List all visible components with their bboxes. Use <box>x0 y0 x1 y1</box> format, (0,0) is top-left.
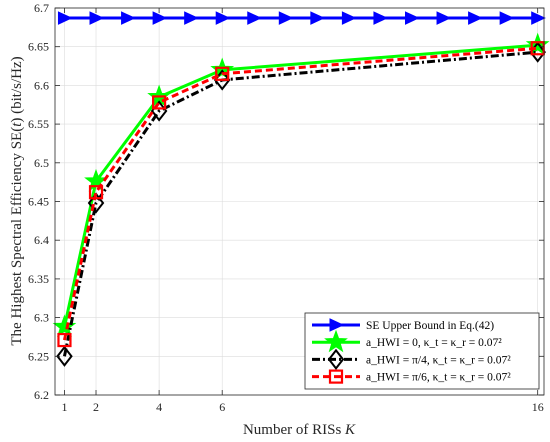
series-line <box>62 46 538 341</box>
y-axis-label: The Highest Spectral Efficiency SE(t) (b… <box>9 56 25 345</box>
y-tick-label: 6.7 <box>34 1 49 15</box>
series-layer <box>52 11 550 367</box>
y-tick-label: 6.3 <box>34 311 49 325</box>
data-point <box>215 11 231 25</box>
data-point <box>88 185 104 200</box>
legend-marker <box>328 369 344 384</box>
y-tick-label: 6.45 <box>28 195 49 209</box>
x-tick-label: 2 <box>93 400 99 414</box>
data-point <box>468 11 483 25</box>
y-tick-label: 6.65 <box>28 40 49 54</box>
x-tick-label: 6 <box>219 400 225 414</box>
data-point <box>87 192 105 214</box>
series-3 <box>57 41 545 348</box>
data-point <box>247 11 262 25</box>
legend-label: SE Upper Bound in Eq.(42) <box>366 320 494 332</box>
data-point <box>121 11 136 25</box>
data-point <box>499 11 515 25</box>
x-axis-label: Number of RISs K <box>243 422 356 438</box>
legend-marker <box>327 348 345 371</box>
x-tick-label: 1 <box>61 400 67 414</box>
data-point <box>184 11 199 25</box>
y-tick-label: 6.35 <box>28 272 49 286</box>
ticks: 1 2 4 6 16 6.2 6.25 6.3 6.35 6.4 6.45 6.5 6.55 6.6 6.6… <box>28 1 544 414</box>
data-point <box>531 11 546 25</box>
y-tick-label: 6.4 <box>34 233 49 247</box>
legend-marker <box>324 329 348 353</box>
legend: SE Upper Bound in Eq.(42) a_HWI = 0, κ_t … <box>304 312 540 390</box>
series-line <box>62 50 538 357</box>
y-tick-label: 6.55 <box>28 117 49 131</box>
legend-label: a_HWI = π/6, κ_t = κ_r = 0.07² <box>366 372 511 384</box>
y-tick-label: 6.5 <box>34 156 49 170</box>
y-tick-label: 6.25 <box>28 349 49 363</box>
data-point <box>278 11 294 25</box>
data-point <box>152 11 168 25</box>
data-point <box>89 11 105 25</box>
data-point <box>341 11 357 25</box>
data-point <box>436 11 452 25</box>
data-point <box>373 11 389 25</box>
legend-label: a_HWI = π/4, κ_t = κ_r = 0.07² <box>366 354 511 366</box>
x-tick-label: 4 <box>156 400 162 414</box>
data-point <box>57 332 72 348</box>
y-tick-label: 6.6 <box>34 78 49 92</box>
y-tick-label: 6.2 <box>34 388 49 402</box>
grid <box>55 7 544 396</box>
legend-marker <box>329 318 345 332</box>
x-tick-label: 16 <box>532 400 544 414</box>
series-0 <box>57 11 546 25</box>
data-point <box>152 95 167 110</box>
legend-label: a_HWI = 0, κ_t = κ_r = 0.07² <box>366 337 502 349</box>
data-point <box>57 11 73 25</box>
data-point <box>310 11 326 25</box>
data-point <box>404 11 420 25</box>
data-point <box>215 66 230 81</box>
data-point <box>56 345 73 367</box>
